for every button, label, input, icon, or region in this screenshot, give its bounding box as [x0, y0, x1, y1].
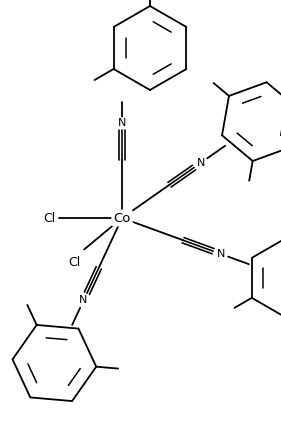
Text: N: N: [118, 118, 126, 128]
Text: Cl: Cl: [68, 257, 80, 270]
Text: Cl: Cl: [43, 212, 55, 225]
Text: N: N: [79, 295, 88, 305]
Text: N: N: [216, 249, 225, 259]
Text: N: N: [196, 158, 205, 168]
Text: Co: Co: [113, 212, 131, 225]
